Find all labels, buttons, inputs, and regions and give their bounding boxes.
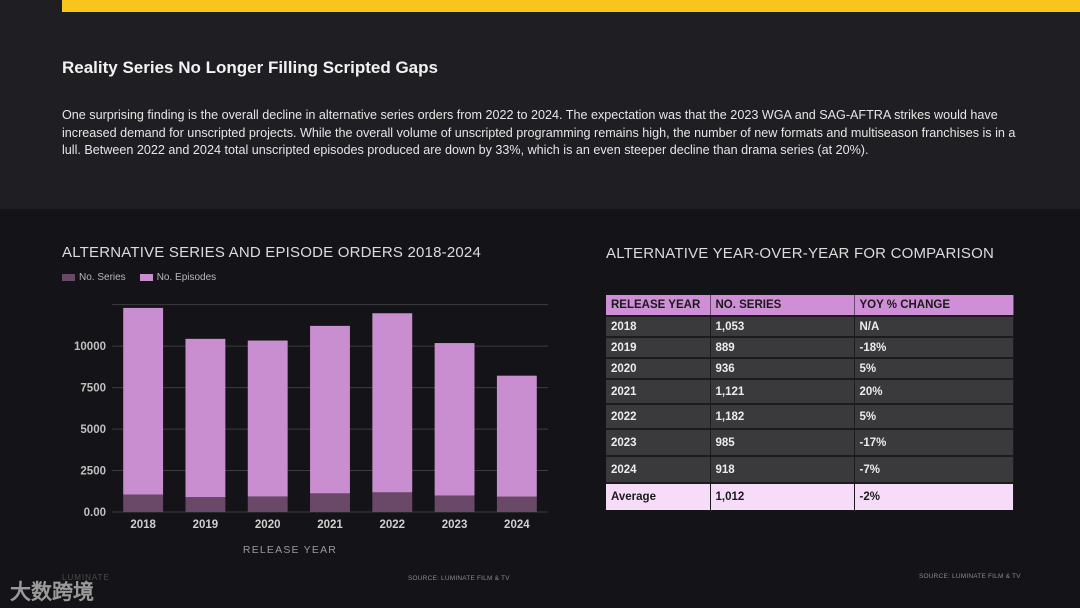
legend-swatch-episodes [139,274,153,281]
cell-year: 2020 [606,357,711,379]
legend-item-episodes: No. Episodes [139,272,217,283]
watermark-text: 大数跨境 [10,581,94,604]
cell-series: 918 [710,455,855,483]
table-average-row: Average 1,012 -2% [606,482,1014,510]
bar-series [185,497,226,512]
cell-yoy: 20% [854,378,1014,404]
x-tick-label: 2021 [317,519,343,531]
bar-series [123,494,164,512]
table-row: 2020 936 5% [606,357,1014,379]
table-row: 2018 1,053 N/A [606,315,1014,337]
cell-series: 1,121 [710,378,855,404]
bar-series [434,495,475,512]
cell-year: 2018 [606,315,711,337]
cell-yoy: 5% [854,357,1014,379]
intro-section: Reality Series No Longer Filling Scripte… [0,0,1080,209]
bar-series [372,492,413,512]
table-row: 2022 1,182 5% [606,403,1014,429]
cell-series: 1,182 [710,403,855,429]
section-body: One surprising finding is the overall de… [62,108,1016,157]
cell-year: 2024 [606,455,711,483]
table-row: 2024 918 -7% [606,455,1014,483]
y-tick-label: 2500 [80,466,106,478]
x-tick-label: 2018 [130,519,156,531]
x-tick-label: 2019 [193,519,219,531]
cell-year: Average [606,482,711,510]
header-yoy-change: YOY % CHANGE [854,295,1014,316]
legend-item-series: No. Series [62,272,126,283]
cell-series: 985 [710,428,855,456]
cell-yoy: -18% [854,336,1014,358]
table-header-row: RELEASE YEAR NO. SERIES YOY % CHANGE [606,295,1014,316]
accent-bar [62,0,1080,12]
cell-yoy: 5% [854,403,1014,429]
bar-episodes [310,325,350,494]
y-tick-label: 5000 [80,424,106,436]
y-tick-label: 10000 [74,341,106,353]
cell-year: 2022 [606,403,711,429]
table-row: 2023 985 -17% [606,428,1014,456]
cell-yoy: -7% [854,455,1014,483]
header-release-year: RELEASE YEAR [606,295,711,316]
brand-logo: LUMINATE [62,573,110,582]
cell-yoy: N/A [854,315,1014,337]
x-tick-label: 2024 [504,519,530,531]
x-tick-label: 2022 [379,519,405,531]
cell-year: 2023 [606,428,711,456]
table-source: SOURCE: LUMINATE FILM & TV [919,573,1021,580]
legend-label-episodes: No. Episodes [156,272,217,283]
x-tick-label: 2023 [442,519,468,531]
bar-episodes [434,343,475,496]
cell-year: 2019 [606,336,711,358]
bar-series [247,496,288,512]
bar-chart: 0.00 2500 5000 7500 10000 2018 2019 2020 2021 202… [74,304,548,556]
cell-year: 2021 [606,378,711,404]
chart-source: SOURCE: LUMINATE FILM & TV [408,575,510,582]
x-tick-label: 2020 [255,519,281,531]
bar-episodes [123,307,164,495]
legend-swatch-series [62,274,75,281]
watermark-logo: 大数跨境 [10,576,94,606]
cell-series: 1,053 [710,315,855,337]
bar-series [496,496,537,512]
table-title: ALTERNATIVE YEAR-OVER-YEAR FOR COMPARISO… [606,245,994,262]
cell-series: 889 [710,336,855,358]
chart-legend: No. Series No. Episodes [62,272,216,283]
table-row: 2019 889 -18% [606,336,1014,358]
yoy-table: RELEASE YEAR NO. SERIES YOY % CHANGE 201… [606,295,1014,510]
cell-yoy: -17% [854,428,1014,456]
table-row: 2021 1,121 20% [606,378,1014,404]
bar-episodes [372,313,413,493]
legend-label-series: No. Series [79,272,126,283]
cell-series: 936 [710,357,855,379]
x-axis-label: RELEASE YEAR [243,544,337,556]
header-no-series: NO. SERIES [710,295,855,316]
chart-title: ALTERNATIVE SERIES AND EPISODE ORDERS 20… [62,244,481,261]
y-tick-label: 0.00 [84,507,106,519]
bar-episodes [185,338,226,498]
y-tick-label: 7500 [80,383,106,395]
bar-episodes [247,340,288,497]
section-title: Reality Series No Longer Filling Scripte… [62,58,438,77]
cell-yoy: -2% [854,482,1014,510]
bar-episodes [496,375,537,497]
bar-series [310,493,350,512]
cell-series: 1,012 [710,482,855,510]
